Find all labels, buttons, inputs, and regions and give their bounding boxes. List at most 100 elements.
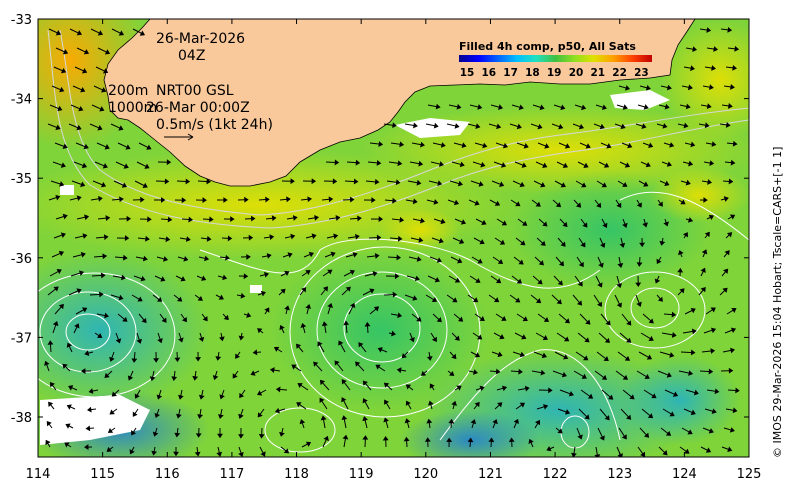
current-arrowhead [177, 296, 183, 302]
current-arrowhead [260, 451, 266, 457]
colorbar-labels: 15 16 17 18 19 20 21 22 23 [460, 67, 649, 79]
current-arrowhead [692, 46, 698, 53]
current-arrowhead [317, 341, 323, 347]
current-arrowhead [383, 382, 390, 388]
current-arrowhead [342, 434, 349, 440]
current-arrowhead [626, 337, 632, 343]
current-arrowhead [330, 251, 336, 258]
current-arrowhead [657, 296, 663, 302]
current-arrowhead [622, 374, 629, 380]
current-arrowhead [97, 333, 103, 338]
current-arrowhead [426, 356, 433, 361]
x-axis-longitude: 114 115 116 117 118 119 120 121 122 123 124 125 [26, 19, 761, 482]
current-arrowhead [515, 201, 521, 207]
current-arrowhead [418, 160, 424, 167]
current-arrowhead [607, 394, 614, 400]
current-arrowhead [157, 338, 163, 344]
current-arrowhead [209, 216, 214, 223]
current-arrowhead [728, 178, 734, 185]
current-arrowhead [212, 375, 219, 381]
current-arrowhead [518, 259, 524, 265]
current-arrowhead [362, 435, 369, 440]
current-arrowhead [82, 233, 88, 239]
current-arrowhead [701, 249, 708, 255]
current-arrowhead [129, 449, 135, 455]
current-arrowhead [688, 370, 694, 376]
current-arrowhead [492, 419, 498, 425]
current-arrowhead [58, 250, 65, 257]
current-arrowhead [498, 104, 504, 110]
current-arrowhead [648, 335, 654, 341]
current-arrowhead [700, 287, 706, 293]
current-arrowhead [332, 178, 338, 185]
current-arrowhead [606, 143, 612, 149]
current-arrowhead [690, 308, 696, 314]
current-arrowhead [690, 65, 695, 72]
current-arrowhead [499, 239, 506, 245]
current-arrowhead [377, 347, 383, 353]
current-arrowhead [264, 307, 270, 313]
y-axis-latitude: -33 -34 -35 -36 -37 -38 [11, 13, 749, 426]
current-arrowhead [250, 370, 256, 376]
current-arrowhead [280, 288, 286, 294]
current-arrowhead [376, 234, 382, 241]
current-arrowhead [690, 349, 696, 356]
current-arrowhead [364, 321, 371, 327]
current-arrowhead [201, 275, 207, 281]
current-arrowhead [565, 409, 571, 415]
colorbar-label: 22 [612, 67, 627, 79]
current-arrowhead [102, 68, 109, 74]
current-arrowhead [495, 368, 501, 375]
current-arrowhead [603, 356, 609, 362]
y-tick-label: -37 [11, 331, 32, 346]
x-tick-label: 119 [349, 467, 374, 482]
current-arrowhead [376, 160, 382, 166]
current-arrowhead [711, 141, 717, 147]
current-arrowhead [412, 198, 418, 205]
current-arrowhead [362, 398, 368, 404]
current-arrowhead [397, 235, 403, 242]
current-arrowhead [167, 216, 173, 223]
current-arrowhead [244, 196, 249, 203]
current-arrowhead [622, 181, 628, 187]
current-arrowhead [305, 441, 312, 447]
current-arrowhead [275, 386, 281, 393]
current-arrowhead [524, 385, 530, 392]
current-arrowhead [685, 179, 691, 186]
map-plot-area[interactable] [0, 0, 780, 470]
current-arrowhead [58, 303, 64, 310]
current-arrowhead [502, 142, 509, 149]
current-arrowhead [497, 402, 503, 408]
current-arrowhead [307, 196, 312, 203]
current-arrowhead [80, 368, 86, 375]
current-arrowhead [97, 30, 104, 36]
current-arrowhead [102, 253, 108, 260]
current-arrowhead [126, 215, 132, 222]
current-arrowhead [147, 216, 152, 223]
current-arrowhead [323, 435, 329, 442]
current-arrowhead [171, 376, 178, 381]
current-arrowhead [183, 255, 189, 262]
current-arrowhead [160, 276, 166, 282]
current-arrowhead [296, 343, 302, 349]
current-arrowhead [362, 380, 368, 386]
current-arrowhead [542, 221, 548, 227]
current-arrowhead [405, 400, 411, 406]
current-arrowhead [156, 394, 163, 400]
contour-200m [59, 29, 749, 216]
current-arrowhead [409, 337, 415, 343]
current-arrowhead [107, 427, 114, 433]
current-arrowhead [319, 379, 326, 386]
current-arrowhead [416, 179, 422, 186]
current-arrowhead [80, 181, 86, 188]
current-arrowhead [636, 301, 642, 307]
current-arrowhead [195, 357, 202, 362]
current-arrowhead [710, 348, 716, 354]
current-arrowhead [78, 270, 85, 276]
current-arrowhead [418, 236, 424, 243]
current-arrowhead [453, 199, 460, 206]
current-arrowhead [564, 318, 570, 324]
current-arrowhead [202, 316, 208, 322]
colorbar-label: 15 [460, 67, 475, 79]
